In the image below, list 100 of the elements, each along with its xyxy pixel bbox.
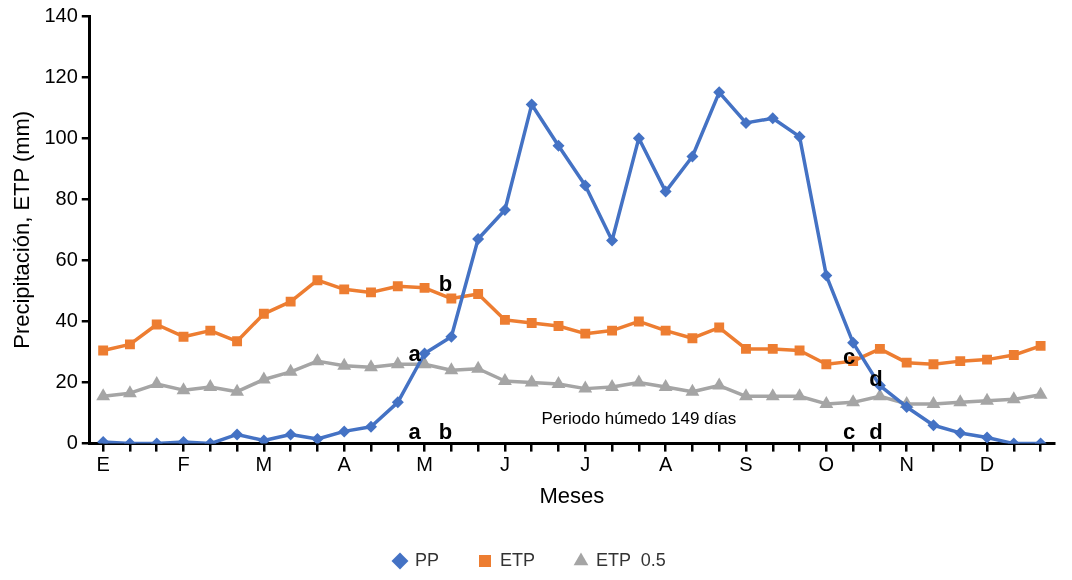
x-tick-label: S [739,453,753,476]
point [980,392,994,405]
point [230,383,245,396]
point [687,333,698,344]
y-tick-label: 60 [55,247,78,270]
x-tick-label: E [96,453,110,476]
point [1008,350,1019,360]
x-tick-label: A [337,453,352,476]
point [339,284,350,295]
point [714,322,725,333]
point [632,132,645,145]
point [203,379,218,392]
annotation: b [438,418,453,444]
point [659,185,672,198]
x-axis-title: Meses [539,482,605,508]
point [739,388,753,401]
point [954,426,967,439]
annotation: c [842,344,856,370]
x-tick-label: D [979,453,995,476]
point [473,288,484,299]
annotation: a [408,341,422,367]
x-tick-label: J [580,453,591,476]
y-tick-label: 100 [44,125,78,148]
point [606,234,619,247]
point [1035,340,1046,351]
point [846,394,861,407]
point [524,374,539,387]
point [686,150,699,163]
y-tick-label: 120 [44,64,78,87]
point [232,336,243,347]
point [472,232,485,245]
point [605,379,619,392]
y-axis-title: Precipitación, ETP (mm) [9,110,35,349]
point [927,419,940,432]
point [256,371,271,384]
point [445,330,458,343]
point [819,395,834,408]
annotation: b [438,270,453,296]
point [366,287,376,298]
point [712,377,727,390]
point [928,359,939,370]
point [926,395,941,408]
point [498,203,511,216]
y-tick-label: 140 [44,3,78,26]
point [98,345,109,356]
y-tick-label: 0 [66,431,78,454]
y-tick-label: 80 [55,186,78,209]
point [338,425,351,438]
point [312,275,323,286]
point [553,321,564,331]
point [981,431,994,444]
point [631,374,646,387]
point [446,293,457,304]
point [149,376,164,389]
point [767,343,778,354]
x-tick-label: F [177,453,190,476]
point [658,379,673,392]
point [285,296,296,307]
annotation: a [408,418,422,444]
point [901,357,912,368]
point [579,179,592,192]
legend-label: PP [414,549,439,570]
point [257,434,270,444]
x-tick-label: J [499,453,510,476]
x-tick-label: N [899,453,914,476]
point [821,359,832,370]
point [578,380,593,393]
point [713,86,726,99]
point [283,363,298,376]
point [391,396,404,409]
point [982,354,992,365]
point [311,433,324,444]
point [258,308,269,319]
point [444,362,459,375]
point [526,318,537,328]
point [793,130,806,143]
point [96,388,111,401]
point [498,372,512,385]
point [499,314,510,325]
y-tick-label: 20 [55,370,78,393]
annotation: c [842,418,856,444]
point [792,388,807,401]
legend-label: ETP 0.5 [595,549,666,570]
point [125,339,135,350]
point [392,281,403,292]
point [337,357,352,370]
point [1033,386,1048,399]
point [552,139,565,152]
point [660,325,671,336]
point [820,269,833,282]
y-tick-label: 40 [55,308,78,331]
point [685,383,700,396]
point [874,343,885,354]
point [390,356,405,369]
point [741,343,751,354]
point [365,420,377,433]
point [525,98,538,111]
point [739,116,752,129]
x-tick-label: M [416,453,433,476]
x-tick-label: M [255,453,273,476]
